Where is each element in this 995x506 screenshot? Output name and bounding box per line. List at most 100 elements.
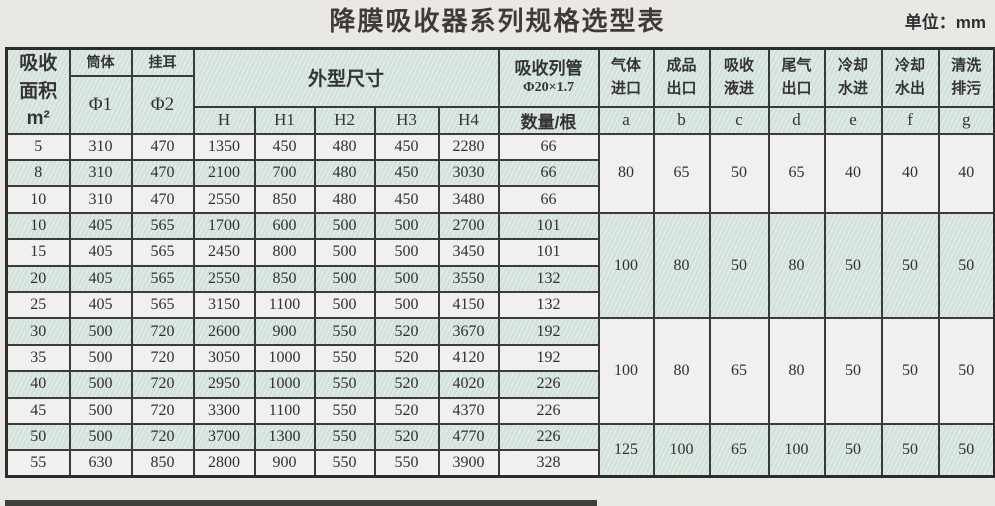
cell-tubes: 226 (497, 422, 600, 452)
cell-h4: 4370 (437, 396, 500, 425)
cell-h3: 520 (373, 370, 440, 399)
cell-h: 3700 (192, 422, 256, 452)
cell-d1: 500 (68, 317, 133, 346)
cell-area: 50 (5, 422, 71, 452)
cell-nozzle-f: 50 (880, 211, 940, 320)
cell-h4: 2280 (437, 132, 500, 162)
cell-h: 1700 (192, 211, 256, 241)
cell-h3: 520 (373, 343, 440, 373)
col-header-gas-inlet: 气体 进口 (597, 47, 655, 108)
cell-h3: 450 (373, 159, 440, 188)
cell-area: 25 (5, 290, 71, 320)
col-header-product-outlet: 成品 出口 (652, 47, 711, 108)
cell-d1: 500 (68, 343, 133, 373)
cell-d1: 310 (68, 185, 133, 214)
cell-tubes: 66 (497, 159, 600, 188)
cell-d2: 850 (130, 449, 195, 478)
cell-h2: 550 (313, 422, 376, 452)
cell-nozzle-f: 50 (880, 422, 940, 478)
cell-nozzle-b: 65 (652, 132, 711, 214)
cell-tubes: 192 (497, 317, 600, 346)
cell-nozzle-f: 40 (880, 132, 940, 214)
cell-area: 15 (5, 238, 71, 267)
scan-cutoff-next-row (5, 500, 597, 506)
cell-h2: 500 (313, 290, 376, 320)
table-row: 30 500 720 2600 900 550 520 3670 192 100 80 65 80 50 5… (5, 317, 995, 425)
cell-nozzle-a: 80 (597, 132, 655, 214)
cell-d1: 500 (68, 396, 133, 425)
cell-area: 10 (5, 185, 71, 214)
table-row: 45 500 720 3300 1100 550 520 4370 226 (5, 396, 995, 425)
table-row: 55 630 850 2800 900 550 550 3900 328 (5, 449, 995, 478)
cell-d2: 470 (130, 185, 195, 214)
cell-h4: 2700 (437, 211, 500, 241)
cell-d1: 405 (68, 264, 133, 293)
cell-tubes: 192 (497, 343, 600, 373)
col-header-shell-diameter: Φ1 (68, 74, 133, 135)
cell-h3: 450 (373, 185, 440, 214)
cell-area: 40 (5, 370, 71, 399)
col-header-lug: 挂耳 (130, 47, 195, 77)
cell-h4: 3030 (437, 159, 500, 188)
cell-h3: 500 (373, 264, 440, 293)
cell-h: 2550 (192, 264, 256, 293)
cell-h: 2800 (192, 449, 256, 478)
cell-d2: 720 (130, 317, 195, 346)
col-header-code-d: d (767, 105, 826, 135)
table-row: 10 405 565 1700 600 500 500 2700 101 100 80 50 80 50 5… (5, 211, 995, 320)
spec-table: 吸收 面积 m² 筒体 挂耳 外型尺寸 吸收列管 Φ20×1.7 气体 进口 成… (5, 47, 995, 479)
cell-h1: 1100 (253, 290, 316, 320)
col-header-h4: H4 (437, 105, 500, 135)
cell-tubes: 328 (497, 449, 600, 478)
cell-d1: 405 (68, 290, 133, 320)
cell-h: 2450 (192, 238, 256, 267)
cell-h3: 500 (373, 290, 440, 320)
cell-d2: 565 (130, 290, 195, 320)
col-header-tailgas-outlet: 尾气 出口 (767, 47, 826, 108)
cell-nozzle-g: 50 (937, 317, 995, 425)
cell-h4: 4020 (437, 370, 500, 399)
cell-d1: 310 (68, 159, 133, 188)
cell-nozzle-c: 50 (708, 211, 770, 320)
cell-nozzle-g: 50 (937, 422, 995, 478)
cell-h: 2100 (192, 159, 256, 188)
cell-d2: 565 (130, 238, 195, 267)
cell-h: 2950 (192, 370, 256, 399)
cell-area: 5 (5, 132, 71, 162)
cell-h4: 4150 (437, 290, 500, 320)
cell-h3: 520 (373, 422, 440, 452)
cell-h: 2550 (192, 185, 256, 214)
col-header-h2: H2 (313, 105, 376, 135)
col-header-absorbent-inlet: 吸收 液进 (708, 47, 770, 108)
tubes-spec: Φ20×1.7 (523, 80, 575, 96)
cell-nozzle-a: 100 (597, 317, 655, 425)
table-row: 15 405 565 2450 800 500 500 3450 101 (5, 238, 995, 267)
cell-nozzle-d: 100 (767, 422, 826, 478)
cell-area: 8 (5, 159, 71, 188)
cell-h1: 1100 (253, 396, 316, 425)
table-row: 20 405 565 2550 850 500 500 3550 132 (5, 264, 995, 293)
spec-table-body: 5 310 470 1350 450 480 450 2280 66 80 65 50 65 40 40 40… (5, 132, 995, 478)
cell-nozzle-b: 80 (652, 317, 711, 425)
cell-h1: 1300 (253, 422, 316, 452)
table-row: 35 500 720 3050 1000 550 520 4120 192 (5, 343, 995, 373)
cell-nozzle-e: 50 (823, 211, 883, 320)
cell-d1: 405 (68, 238, 133, 267)
cell-tubes: 226 (497, 396, 600, 425)
cell-nozzle-c: 65 (708, 317, 770, 425)
cell-tubes: 132 (497, 264, 600, 293)
page-title: 降膜吸收器系列规格选型表 (329, 6, 666, 36)
cell-h2: 550 (313, 396, 376, 425)
table-row: 40 500 720 2950 1000 550 520 4020 226 (5, 370, 995, 399)
table-row: 5 310 470 1350 450 480 450 2280 66 80 65 50 65 40 40 40 (5, 132, 995, 214)
cell-tubes: 66 (497, 185, 600, 214)
cell-h2: 480 (313, 159, 376, 188)
cell-h: 1350 (192, 132, 256, 162)
cell-h: 3150 (192, 290, 256, 320)
cell-h1: 600 (253, 211, 316, 241)
col-header-code-e: e (823, 105, 883, 135)
unit-label: 单位：mm (904, 13, 986, 32)
table-row: 10 310 470 2550 850 480 450 3480 66 (5, 185, 995, 214)
cell-area: 35 (5, 343, 71, 373)
